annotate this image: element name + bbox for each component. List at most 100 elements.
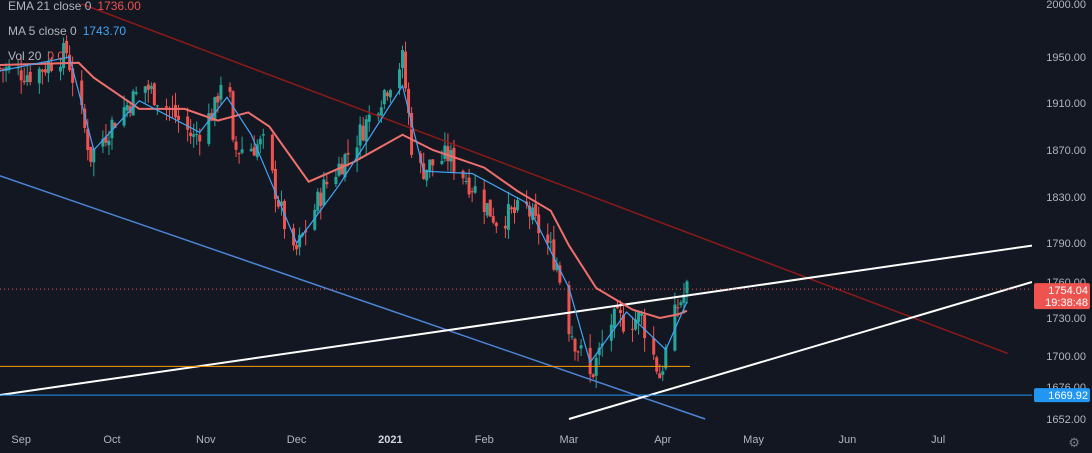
x-tick-label: 2021 <box>378 434 402 446</box>
y-tick-label: 1830.00 <box>1046 192 1086 204</box>
candle-body <box>685 281 689 294</box>
candle-body <box>597 347 601 355</box>
ma-line <box>0 56 688 364</box>
candle-body <box>43 69 47 73</box>
candle-body <box>664 347 668 369</box>
candle-body <box>28 71 32 83</box>
candle-body <box>1 68 5 71</box>
candle-body <box>528 205 532 217</box>
x-tick-label: Oct <box>103 434 120 446</box>
candle-body <box>325 181 329 185</box>
x-tick-label: Mar <box>559 434 578 446</box>
candle-body <box>37 68 41 84</box>
y-tick-label: 2000.00 <box>1046 0 1086 11</box>
candle-body <box>558 265 562 283</box>
candle-body <box>92 149 96 163</box>
candle-body <box>612 308 616 329</box>
candle-body <box>313 209 317 230</box>
candle-body <box>655 357 659 372</box>
candle-body <box>261 134 265 136</box>
candle-body <box>537 214 541 234</box>
candle-body <box>273 168 277 200</box>
candle-body <box>131 91 135 116</box>
y-tick-label: 1870.00 <box>1046 145 1086 157</box>
x-tick-label: Nov <box>196 434 216 446</box>
candle-body <box>334 176 338 185</box>
candle-body <box>634 319 638 330</box>
candle-body <box>319 192 323 207</box>
candle-body <box>637 312 641 323</box>
candle-body <box>234 141 238 150</box>
candle-body <box>279 201 283 206</box>
trendline-3[interactable] <box>0 244 1033 396</box>
candle-body <box>470 191 474 193</box>
candle-body <box>340 163 344 175</box>
legend-ma-value: 1743.70 <box>82 24 127 38</box>
candle-body <box>46 61 50 74</box>
candle-body <box>107 140 111 146</box>
candle-body <box>19 70 23 81</box>
candle-body <box>428 159 432 172</box>
gear-icon[interactable]: ⚙ <box>1068 435 1080 450</box>
candle-body <box>658 373 662 379</box>
trendline-1[interactable] <box>81 3 1009 355</box>
candle-body <box>125 105 129 111</box>
candle-body <box>570 336 574 338</box>
candle-body <box>219 84 223 100</box>
candle-body <box>440 160 444 164</box>
candle-body <box>621 315 625 332</box>
candle-body <box>488 199 492 217</box>
price-axis[interactable] <box>1032 0 1092 453</box>
candle-body <box>7 66 11 71</box>
candle-body <box>0 68 2 70</box>
level-badge <box>1034 388 1090 403</box>
candle-body <box>506 204 510 230</box>
candle-body <box>482 189 486 213</box>
candle-body <box>22 80 26 83</box>
candle-body <box>143 86 147 93</box>
candle-body <box>534 204 538 216</box>
candle-body <box>113 123 117 128</box>
candle-body <box>397 69 401 88</box>
candle-body <box>40 69 44 72</box>
candle-body <box>552 239 556 270</box>
candle-body <box>25 75 29 82</box>
legend-ema[interactable]: EMA 21 close 0 1736.00 <box>8 0 141 13</box>
candle-body <box>382 90 386 105</box>
candle-body <box>404 51 408 89</box>
candle-body <box>512 207 516 213</box>
legend-vol[interactable]: Vol 20 0 0 <box>8 50 141 63</box>
y-tick-label: 1700.00 <box>1046 351 1086 363</box>
candle-body <box>255 144 259 158</box>
candle-body <box>186 116 190 130</box>
legend-ma[interactable]: MA 5 close 0 1743.70 <box>8 25 141 38</box>
candle-body <box>509 207 513 210</box>
y-tick-label: 1730.00 <box>1046 313 1086 325</box>
legend-vol-label: Vol 20 <box>8 49 42 63</box>
candle-body <box>298 234 302 248</box>
candle-body <box>322 179 326 206</box>
candle-body <box>249 148 253 152</box>
candle-body <box>431 159 435 166</box>
candle-body <box>59 66 63 72</box>
candle-body <box>410 112 414 155</box>
candle-body <box>240 149 244 153</box>
candle-body <box>461 170 465 179</box>
trendline-2[interactable] <box>0 175 706 420</box>
candle-body <box>101 138 105 147</box>
candle-body <box>146 84 150 90</box>
candle-body <box>83 108 87 129</box>
trendline-4[interactable] <box>568 281 1033 420</box>
candle-body <box>673 304 677 351</box>
price-badge-value: 1754.04 <box>1048 285 1088 297</box>
candle-body <box>62 43 66 69</box>
candle-body <box>89 146 93 162</box>
legend-ema-label: EMA 21 close 0 <box>8 0 92 13</box>
x-tick-label: Feb <box>475 434 494 446</box>
candle-body <box>276 200 280 207</box>
candle-body <box>237 153 241 155</box>
x-tick-label: Jul <box>931 434 945 446</box>
candle-body <box>618 309 622 313</box>
time-axis[interactable] <box>0 428 1092 453</box>
